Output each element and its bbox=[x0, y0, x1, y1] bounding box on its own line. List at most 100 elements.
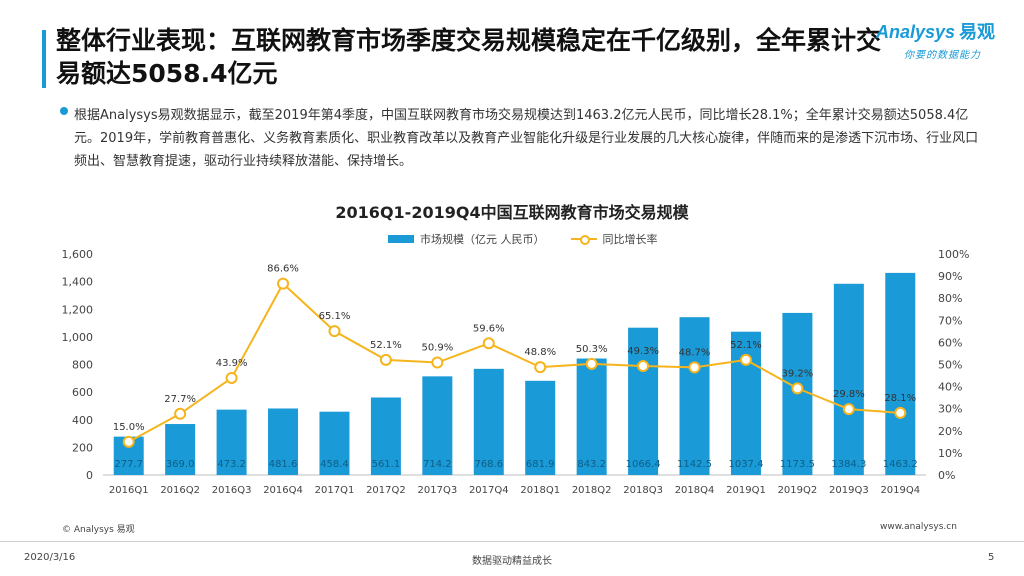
x-tick-label: 2016Q2 bbox=[160, 485, 200, 496]
growth-rate-point bbox=[688, 361, 701, 374]
legend-line-label: 同比增长率 bbox=[602, 233, 658, 246]
growth-rate-label: 59.6% bbox=[473, 323, 505, 334]
x-tick-label: 2017Q1 bbox=[315, 485, 355, 496]
x-tick-label: 2019Q1 bbox=[726, 485, 766, 496]
bar-value-label: 1037.4 bbox=[728, 459, 763, 470]
bar bbox=[422, 376, 453, 475]
page-title: 整体行业表现：互联网教育市场季度交易规模稳定在千亿级别，全年累计交易额达5058… bbox=[56, 26, 882, 88]
y-right-tick-label: 50% bbox=[938, 359, 962, 372]
growth-rate-point bbox=[739, 353, 752, 366]
growth-rate-point bbox=[328, 325, 341, 338]
combo-chart: 0 200 400 600 800 1,000 1,200 1,400 1,600 0% 10% 20… bbox=[62, 248, 970, 496]
footer-website[interactable]: www.analysys.cn bbox=[880, 522, 957, 532]
bar-value-label: 481.6 bbox=[269, 459, 298, 470]
legend-item-bar: 市场规模（亿元 人民币） bbox=[388, 231, 545, 247]
growth-rate-label: 86.6% bbox=[267, 264, 299, 275]
y-right-tick-label: 70% bbox=[938, 314, 962, 327]
growth-rate-label: 49.3% bbox=[627, 346, 659, 357]
x-tick-label: 2019Q3 bbox=[829, 485, 869, 496]
x-tick-label: 2016Q1 bbox=[109, 485, 149, 496]
growth-rate-label: 48.8% bbox=[524, 347, 556, 358]
bar-value-label: 768.6 bbox=[474, 459, 503, 470]
y-right-tick-label: 20% bbox=[938, 425, 962, 438]
y-right-tick-label: 10% bbox=[938, 447, 962, 460]
growth-rate-point bbox=[174, 407, 187, 420]
logo-tagline: 你要的数据能力 bbox=[904, 50, 981, 61]
growth-rate-label: 48.7% bbox=[679, 347, 711, 358]
growth-rate-point bbox=[122, 435, 135, 448]
footer-date: 2020/3/16 bbox=[24, 552, 76, 563]
bar bbox=[473, 368, 504, 475]
growth-rate-point bbox=[379, 353, 392, 366]
growth-rate-label: 50.9% bbox=[421, 343, 453, 354]
bar-value-label: 458.4 bbox=[320, 459, 349, 470]
x-tick-label: 2018Q1 bbox=[520, 485, 560, 496]
legend-bar-swatch bbox=[388, 235, 414, 243]
bullet-icon bbox=[60, 107, 68, 115]
x-tick-label: 2018Q3 bbox=[623, 485, 663, 496]
x-tick-label: 2017Q2 bbox=[366, 485, 406, 496]
growth-rate-point bbox=[482, 337, 495, 350]
bar-value-label: 1384.3 bbox=[831, 459, 866, 470]
growth-rate-label: 52.1% bbox=[370, 340, 402, 351]
bar bbox=[165, 424, 196, 475]
growth-rate-point bbox=[277, 277, 290, 290]
growth-rate-point bbox=[637, 360, 650, 373]
bar bbox=[833, 283, 864, 475]
y-left-tick-label: 1,400 bbox=[62, 276, 94, 289]
x-tick-label: 2018Q2 bbox=[572, 485, 612, 496]
growth-rate-point bbox=[534, 361, 547, 374]
bar bbox=[679, 317, 710, 475]
analysys-logo: Analysys 易观 你要的数据能力 bbox=[876, 18, 1006, 68]
bar-value-label: 714.2 bbox=[423, 459, 452, 470]
chart-title: 2016Q1-2019Q4中国互联网教育市场交易规模 bbox=[335, 203, 689, 222]
bar bbox=[525, 380, 556, 475]
bar-value-label: 681.9 bbox=[526, 459, 555, 470]
footer-divider bbox=[0, 541, 1024, 542]
x-tick-label: 2017Q3 bbox=[418, 485, 458, 496]
bar bbox=[319, 411, 350, 475]
logo-wordmark: Analysys bbox=[876, 22, 956, 42]
bar bbox=[885, 272, 916, 475]
bar-value-label: 561.1 bbox=[372, 459, 401, 470]
x-tick-label: 2019Q2 bbox=[778, 485, 818, 496]
footer-copyright: © Analysys 易观 bbox=[62, 525, 135, 535]
bar bbox=[730, 331, 761, 475]
title-accent-bar bbox=[42, 30, 46, 88]
growth-rate-label: 27.7% bbox=[164, 394, 196, 405]
y-left-tick-label: 800 bbox=[72, 359, 93, 372]
y-right-tick-label: 40% bbox=[938, 381, 962, 394]
growth-rate-label: 43.9% bbox=[216, 358, 248, 369]
bar-value-label: 1463.2 bbox=[883, 459, 918, 470]
bar bbox=[628, 327, 659, 475]
growth-rate-line bbox=[128, 282, 901, 443]
bar-value-label: 369.0 bbox=[166, 459, 195, 470]
growth-rate-label: 39.2% bbox=[782, 368, 814, 379]
bar bbox=[576, 358, 607, 475]
y-right-tick-label: 60% bbox=[938, 336, 962, 349]
growth-rate-point bbox=[842, 403, 855, 416]
bar-value-label: 1142.5 bbox=[677, 459, 712, 470]
bar bbox=[216, 409, 247, 475]
y-right-tick-label: 80% bbox=[938, 292, 962, 305]
bar-value-label: 277.7 bbox=[114, 459, 143, 470]
bar bbox=[370, 397, 401, 475]
y-right-tick-label: 0% bbox=[938, 469, 955, 482]
bar-value-label: 1066.4 bbox=[626, 459, 661, 470]
x-tick-label: 2016Q4 bbox=[263, 485, 303, 496]
growth-rate-point bbox=[225, 371, 238, 384]
y-left-tick-label: 400 bbox=[72, 414, 93, 427]
growth-rate-label: 29.8% bbox=[833, 389, 865, 400]
legend-item-line: 同比增长率 bbox=[570, 231, 658, 247]
y-left-tick-label: 0 bbox=[86, 469, 93, 482]
legend-line-swatch bbox=[570, 234, 597, 245]
y-right-tick-label: 100% bbox=[938, 248, 969, 261]
bar-value-label: 843.2 bbox=[577, 459, 606, 470]
x-tick-label: 2018Q4 bbox=[675, 485, 715, 496]
bar bbox=[268, 408, 299, 475]
growth-rate-label: 52.1% bbox=[730, 340, 762, 351]
bar-value-label: 473.2 bbox=[217, 459, 246, 470]
bar-value-label: 1173.5 bbox=[780, 459, 815, 470]
x-tick-label: 2016Q3 bbox=[212, 485, 252, 496]
growth-rate-point bbox=[431, 356, 444, 369]
